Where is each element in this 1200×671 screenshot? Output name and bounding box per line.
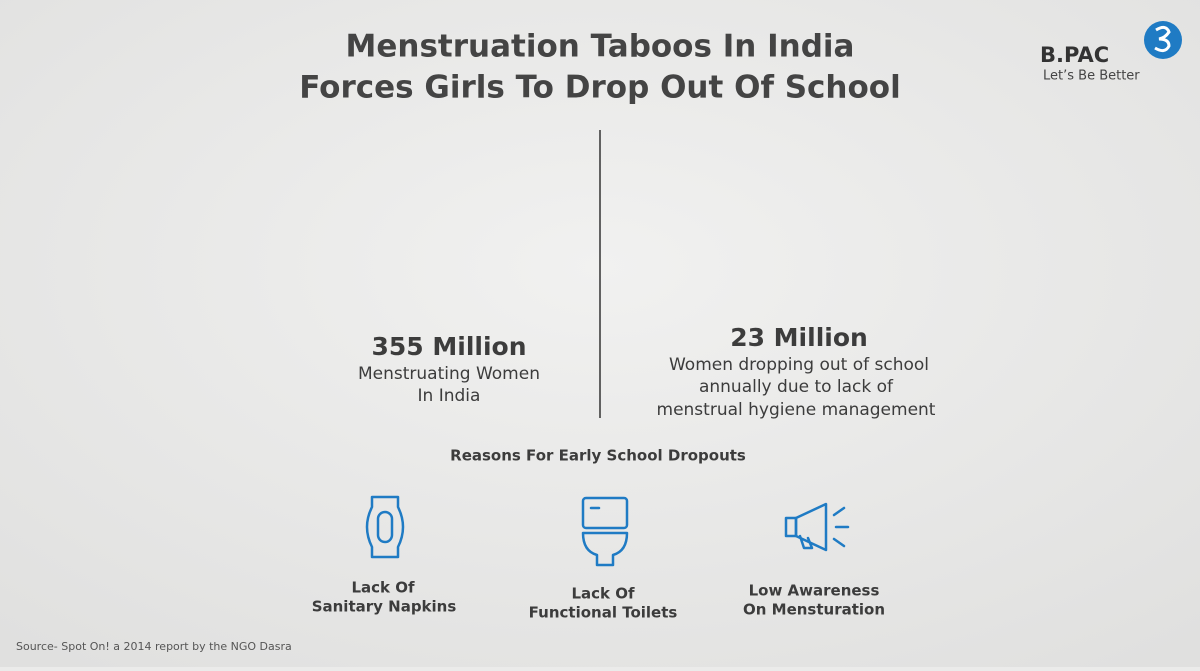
logo-tagline: Let’s Be Better	[1043, 69, 1140, 84]
logo: B.PAC Let’s Be Better	[1040, 21, 1182, 84]
logo-glyph	[1154, 25, 1171, 53]
megaphone-icon	[784, 502, 850, 552]
stat-description: In India	[418, 386, 481, 406]
title: Forces Girls To Drop Out Of School	[299, 70, 900, 106]
reason-label: Low Awareness	[749, 582, 880, 600]
source: Source- Spot On! a 2014 report by the NG…	[16, 640, 292, 653]
reason-label: Functional Toilets	[529, 604, 678, 622]
stat-description: Women dropping out of school	[669, 355, 929, 375]
section-title: Reasons For Early School Dropouts	[450, 447, 746, 465]
reason-label: Lack Of	[351, 579, 415, 597]
logo-name: B.PAC	[1040, 43, 1109, 67]
stat-value: 355 Million	[371, 332, 526, 361]
stat-value: 23 Million	[730, 323, 868, 352]
reason-label: Lack Of	[571, 585, 635, 603]
toilet-icon	[581, 496, 629, 567]
napkin-icon	[365, 495, 405, 559]
stat-description: Menstruating Women	[358, 364, 540, 384]
stat-description: annually due to lack of	[699, 377, 894, 397]
reason-label: Sanitary Napkins	[312, 598, 457, 616]
title: Menstruation Taboos In India	[346, 29, 855, 65]
stat-description: menstrual hygiene management	[657, 400, 936, 420]
reason-label: On Mensturation	[743, 601, 885, 619]
